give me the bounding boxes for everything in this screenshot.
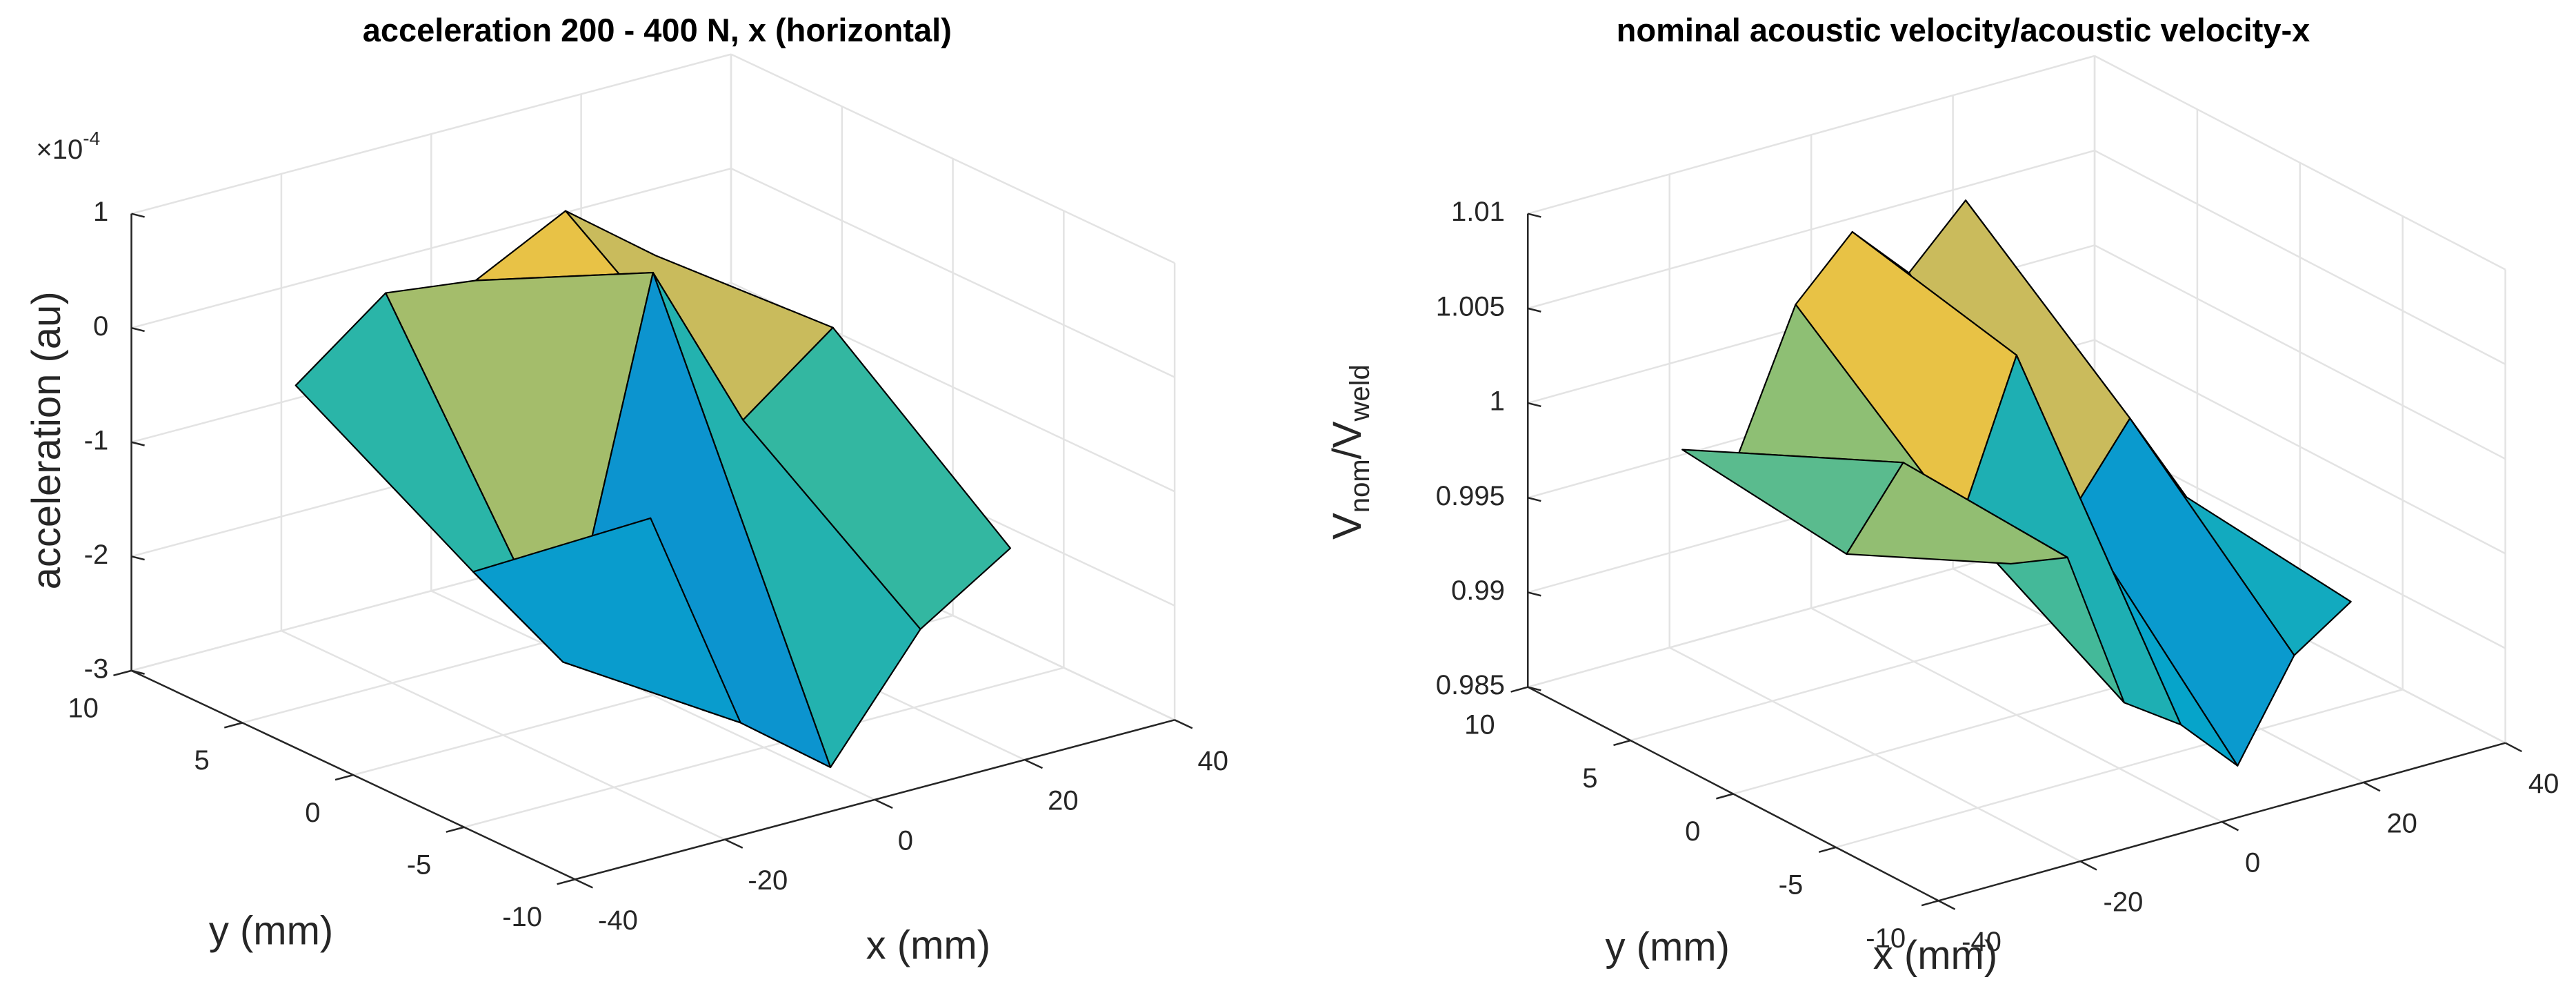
tick-mark	[874, 798, 893, 809]
x-tick-label: -40	[1961, 927, 2001, 957]
grid-line	[1835, 689, 2404, 849]
grid-line	[1527, 149, 2095, 310]
tick-mark	[1527, 307, 1541, 313]
tick-mark	[1510, 686, 1528, 693]
tick-mark	[1527, 402, 1541, 408]
z-axis-label: Vnom/Vweld	[1325, 364, 1375, 540]
y-tick-label: 0	[305, 798, 320, 828]
tick-mark	[131, 326, 145, 333]
y-tick-label: -10	[1866, 923, 1906, 954]
tick-mark	[131, 555, 145, 561]
y-tick-label: -5	[1779, 870, 1804, 900]
z-multiplier-exponent: -4	[83, 128, 100, 150]
grid-line	[2094, 339, 2506, 555]
tick-mark	[335, 774, 354, 781]
z-tick-label: 1	[93, 197, 108, 227]
x-tick-label: -20	[748, 865, 788, 896]
axes: -40 -20 0 20 40 -10 -5 0 5 10 0.985 0.99 0.995 1 1.005…	[1325, 12, 2559, 978]
tick-mark	[1818, 846, 1837, 853]
x-axis-label: x (mm)	[866, 923, 990, 968]
z-axis-label-part: /V	[1325, 421, 1370, 459]
z-tick-label: -2	[84, 540, 109, 570]
x-axis-label: x (mm)	[1873, 933, 1997, 978]
z-tick-label: 0	[93, 311, 108, 342]
x-tick-label: 0	[898, 825, 913, 856]
z-tick-label: 1	[1490, 386, 1505, 417]
tick-mark	[223, 722, 243, 729]
tick-mark	[1024, 758, 1044, 769]
z-tick-label: 0.985	[1436, 670, 1505, 700]
surface-face	[472, 517, 741, 724]
tick-mark	[1613, 739, 1631, 747]
x-tick-label: 20	[1048, 786, 1079, 816]
z-tick-label: -3	[84, 653, 109, 684]
grid-line	[730, 53, 1175, 264]
tick-mark	[131, 213, 145, 218]
z-tick-label: 0.99	[1451, 575, 1505, 606]
tick-mark	[131, 669, 145, 675]
tick-mark	[1527, 591, 1541, 597]
tick-mark	[2221, 820, 2239, 831]
z-tick-label: -1	[84, 425, 109, 455]
grid-line	[1527, 55, 2095, 215]
tick-mark	[446, 826, 465, 833]
tick-mark	[724, 838, 743, 849]
z-axis-label-part: V	[1325, 513, 1370, 540]
x-tick-label: 0	[2245, 847, 2260, 878]
y-axis-label: y (mm)	[1606, 925, 1730, 969]
z-axis-label: acceleration (au)	[24, 291, 69, 589]
tick-mark	[557, 878, 576, 885]
tick-mark	[1527, 497, 1541, 502]
tick-mark	[1527, 213, 1541, 218]
z-axis-label-part: weld	[1345, 364, 1375, 422]
z-axis-label-part: nom	[1345, 459, 1375, 513]
grid-line	[131, 167, 732, 329]
x-tick-label: -20	[2104, 887, 2144, 918]
tick-mark	[1716, 793, 1734, 800]
grid-line	[2094, 244, 2506, 460]
tick-mark	[1921, 900, 1939, 907]
tick-mark	[113, 669, 132, 676]
y-tick-label: -10	[502, 902, 542, 932]
x-tick-label: 20	[2386, 808, 2417, 838]
z-tick-label: 1.005	[1436, 291, 1505, 322]
y-tick-label: 10	[1464, 709, 1495, 740]
z-tick-label: 0.995	[1436, 481, 1505, 511]
grid-line	[2094, 150, 2506, 365]
grid-line	[131, 53, 732, 215]
x-tick-label: -40	[598, 905, 638, 936]
tick-mark	[2079, 860, 2097, 871]
chart-title: acceleration 200 - 400 N, x (horizontal)	[363, 12, 952, 48]
y-tick-label: 5	[1582, 763, 1597, 794]
tick-mark	[1527, 686, 1541, 691]
grid-line	[463, 667, 1064, 828]
z-multiplier-base: ×10	[36, 135, 83, 165]
tick-mark	[2504, 742, 2522, 753]
tick-mark	[1938, 900, 1956, 910]
grid-line	[730, 168, 1175, 378]
axes: -40-2002040-10-50510-3-2-101acceleration…	[24, 12, 1228, 968]
x-tick-label: 40	[1197, 746, 1228, 776]
tick-mark	[131, 441, 145, 446]
y-axis-label: y (mm)	[209, 908, 333, 953]
y-tick-label: 0	[1685, 816, 1700, 847]
grid-line	[2094, 55, 2506, 270]
y-tick-label: 5	[194, 745, 209, 776]
chart-title: nominal acoustic velocity/acoustic veloc…	[1617, 12, 2310, 48]
z-multiplier: ×10-4	[36, 128, 100, 165]
x-tick-label: 40	[2528, 769, 2559, 799]
z-tick-label: 1.01	[1451, 197, 1505, 227]
tick-mark	[2363, 781, 2381, 792]
tick-mark	[1174, 719, 1193, 729]
tick-mark	[575, 878, 593, 889]
y-tick-label: -5	[407, 849, 432, 880]
surface-face	[1846, 462, 2068, 565]
y-tick-label: 10	[68, 693, 99, 724]
